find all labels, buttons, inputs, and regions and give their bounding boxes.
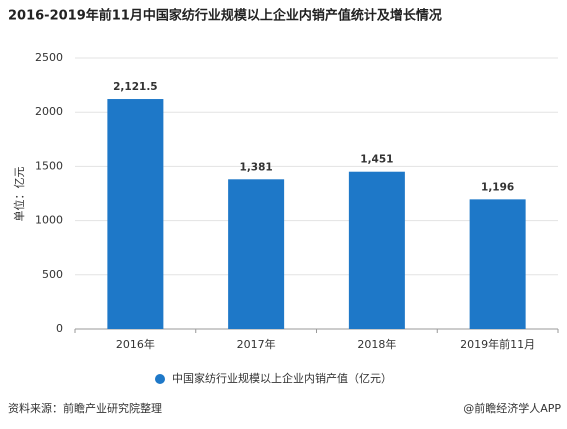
y-tick-label: 1500: [35, 159, 63, 172]
credit: @前瞻经济学人APP: [463, 401, 561, 415]
legend-marker: [155, 374, 165, 384]
x-tick-label: 2016年: [116, 337, 155, 351]
y-tick-label: 0: [56, 322, 63, 335]
y-tick-label: 2000: [35, 105, 63, 118]
x-tick-label: 2019年前11月: [460, 337, 535, 351]
y-axis-label: 单位：亿元: [12, 167, 26, 222]
x-tick-label: 2017年: [237, 337, 276, 351]
data-label: 1,196: [481, 181, 514, 193]
bar: [469, 199, 526, 329]
legend-label: 中国家纺行业规模以上企业内销产值（亿元）: [172, 371, 392, 385]
y-tick-label: 500: [42, 268, 63, 281]
bar: [348, 171, 405, 329]
data-label: 2,121.5: [113, 81, 158, 93]
y-tick-label: 2500: [35, 51, 63, 64]
x-tick-label: 2018年: [357, 337, 396, 351]
source: 资料来源：前瞻产业研究院整理: [8, 401, 162, 415]
bar: [228, 179, 285, 329]
y-tick-label: 1000: [35, 214, 63, 227]
bar: [107, 99, 164, 329]
data-label: 1,451: [360, 154, 393, 166]
data-label: 1,381: [240, 161, 273, 173]
chart-title: 2016-2019年前11月中国家纺行业规模以上企业内销产值统计及增长情况: [8, 8, 442, 24]
